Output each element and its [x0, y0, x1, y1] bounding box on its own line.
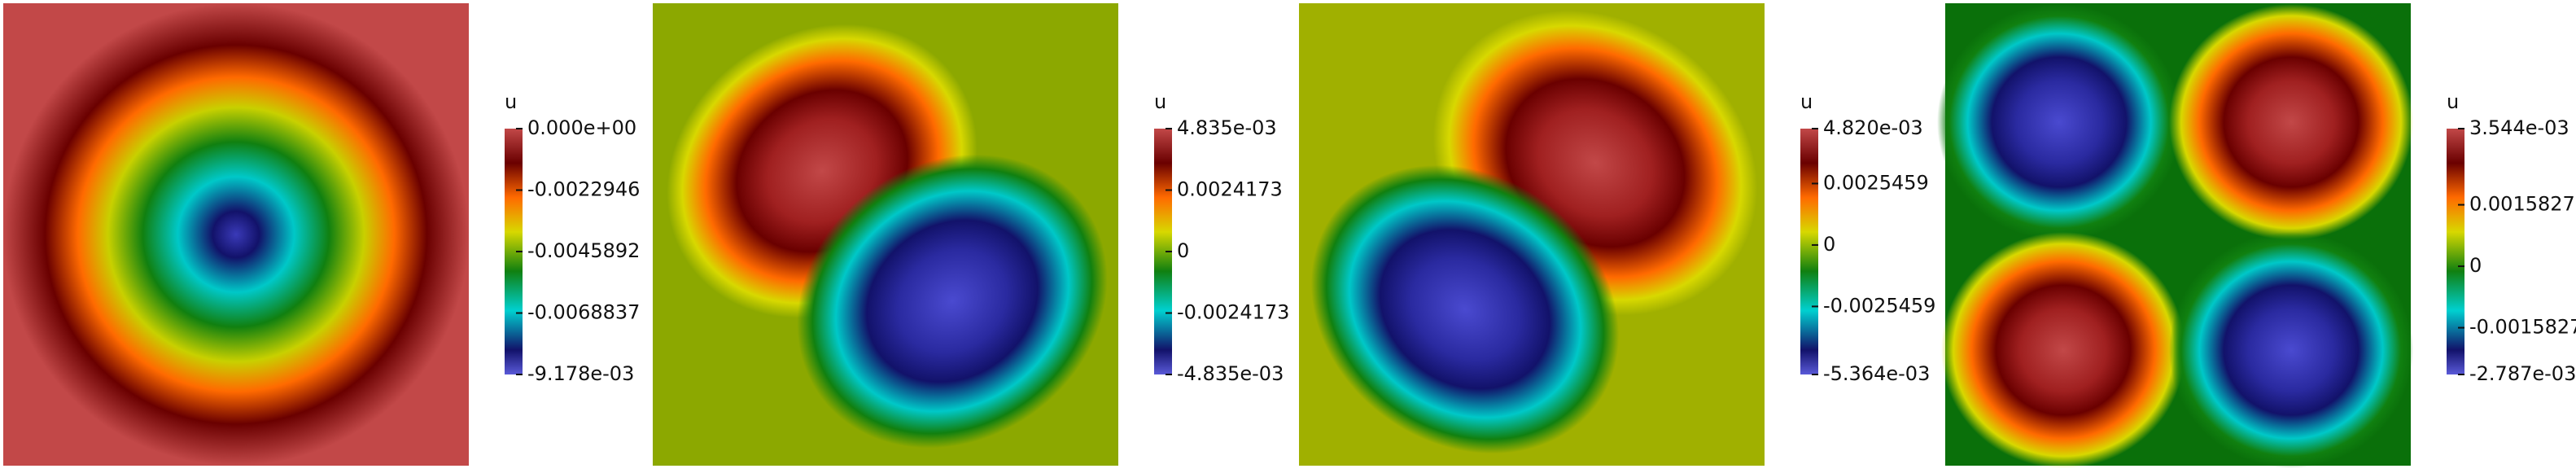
field-2	[653, 3, 1118, 466]
colorbar-tick-label: -2.787e-03	[2469, 362, 2576, 385]
colorbar-tick-label: 0.000e+00	[527, 116, 636, 139]
colorbar	[2447, 129, 2464, 374]
colorbar-tick-label: -0.0025459	[1823, 294, 1935, 317]
colorbar-tick-label: -0.0024173	[1177, 300, 1289, 323]
colorbar-tick-label: 0	[1823, 233, 1835, 256]
colorbar-title: u	[1154, 90, 1166, 113]
colorbar-tick-label: -9.178e-03	[527, 362, 634, 385]
field-3	[1299, 3, 1765, 466]
colorbar-tick-label: -0.0015827	[2469, 316, 2576, 339]
colorbar-tick-label: -4.835e-03	[1177, 362, 1284, 385]
colorbar-tick-label: -0.0045892	[527, 239, 640, 262]
colorbar-tick-label: -0.0022946	[527, 178, 640, 201]
colorbar-tick-label: 0.0025459	[1823, 171, 1929, 194]
colorbar-title: u	[2447, 90, 2459, 113]
field-1	[3, 3, 469, 466]
colorbar-tick-label: -0.0068837	[527, 301, 640, 324]
colorbar-tick-label: 4.835e-03	[1177, 116, 1277, 139]
colorbar-tick-label: 3.544e-03	[2469, 116, 2569, 139]
colorbar-tick-label: 0	[1177, 239, 1189, 262]
colorbar-tick-label: 0.0015827	[2469, 193, 2575, 216]
colorbar	[1800, 129, 1818, 374]
colorbar-tick-label: 4.820e-03	[1823, 116, 1923, 139]
colorbar-tick-label: 0.0024173	[1177, 178, 1283, 201]
colorbar-title: u	[505, 90, 517, 113]
colorbar-title: u	[1800, 90, 1813, 113]
colorbar-tick-label: -5.364e-03	[1823, 362, 1930, 385]
field-4	[1937, 3, 2413, 468]
colorbar-tick-label: 0	[2469, 254, 2482, 277]
